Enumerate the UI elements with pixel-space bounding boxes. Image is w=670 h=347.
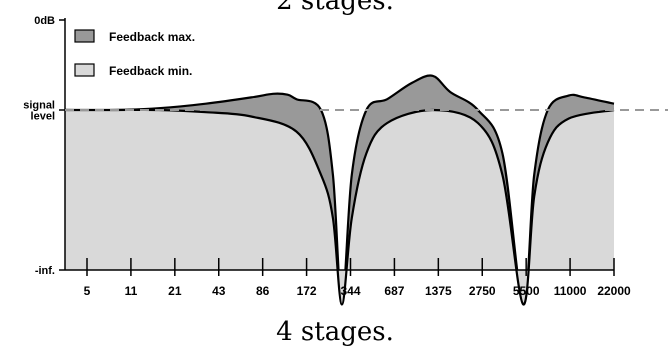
- x-tick-label: 21: [168, 284, 182, 298]
- x-tick-label: 11: [125, 284, 138, 298]
- x-tick-label: 1375: [425, 284, 452, 298]
- legend-swatch-feedback-max: [74, 29, 95, 43]
- y-tick-label: -inf.: [35, 265, 55, 277]
- legend-label-feedback-min: Feedback min.: [109, 64, 192, 78]
- caption-top: 2 stages.: [276, 0, 394, 16]
- y-tick-label: level: [31, 111, 55, 123]
- curve-feedback-min: [65, 108, 615, 306]
- x-tick-label: 86: [256, 284, 270, 298]
- y-tick-label: signal: [23, 100, 55, 112]
- x-tick-label: 11000: [554, 284, 587, 298]
- x-tick-label: 5500: [513, 284, 540, 298]
- x-tick-label: 22000: [597, 284, 631, 298]
- x-tick-label: 2750: [469, 284, 496, 298]
- x-tick-label: 43: [212, 284, 226, 298]
- x-tick-label: 5: [84, 284, 91, 298]
- legend-swatch-feedback-min: [74, 63, 95, 77]
- x-tick-label: 172: [297, 284, 317, 298]
- legend: Feedback max. Feedback min.: [74, 29, 195, 78]
- area-feedback-min: [65, 109, 614, 305]
- x-tick-label: 687: [384, 284, 404, 298]
- caption-bottom: 4 stages.: [276, 317, 394, 347]
- plot-areas: [64, 74, 615, 306]
- legend-label-feedback-max: Feedback max.: [109, 30, 195, 44]
- x-tick-label: 344: [340, 284, 360, 298]
- y-tick-label: 0dB: [34, 15, 55, 27]
